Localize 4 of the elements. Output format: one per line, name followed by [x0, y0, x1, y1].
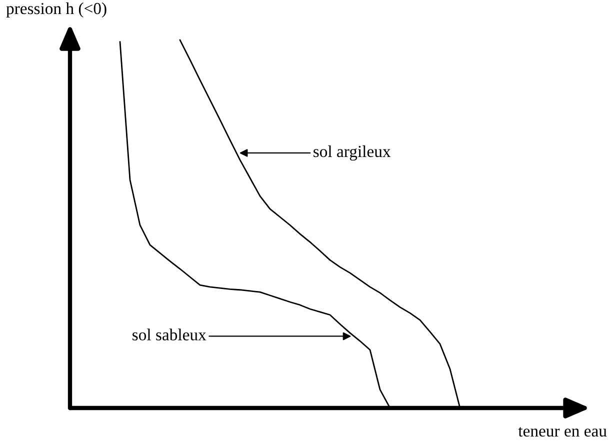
annotation: sol sableux	[132, 328, 206, 340]
x-axis-title: teneur en eau	[518, 427, 607, 437]
y-axis-title: pression h (<0)	[6, 2, 106, 18]
annotation: sol argileux	[314, 145, 391, 161]
